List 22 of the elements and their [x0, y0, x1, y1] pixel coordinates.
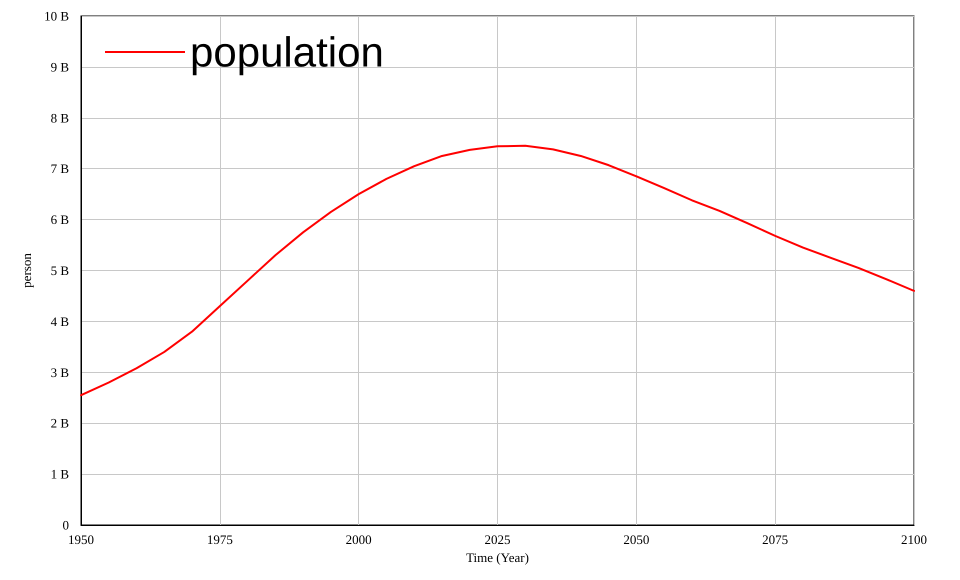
x-tick-label: 1975 — [206, 532, 233, 547]
x-tick-label: 2100 — [901, 532, 927, 547]
y-tick-label: 0 — [62, 518, 69, 532]
legend-label: population — [190, 28, 384, 76]
y-tick-label: 7 B — [50, 161, 70, 176]
x-tick-label: 1950 — [68, 532, 94, 547]
y-tick-label: 1 B — [50, 466, 70, 482]
y-tick-label: 2 B — [50, 416, 70, 431]
x-tick-label: 2000 — [346, 532, 372, 547]
y-tick-label: 8 B — [50, 110, 70, 126]
y-axis-title: person — [19, 252, 34, 288]
x-tick-label: 2050 — [623, 532, 650, 547]
y-tick-label: 9 B — [50, 59, 70, 74]
x-tick-label: 2075 — [762, 532, 788, 547]
x-tick-label: 2025 — [484, 532, 510, 547]
y-tick-label: 4 B — [50, 314, 70, 329]
y-tick-label: 5 B — [50, 263, 70, 278]
y-tick-label: 3 B — [50, 364, 70, 380]
y-tick-label: 6 B — [50, 212, 70, 228]
y-tick-label: 10 B — [44, 8, 70, 24]
line-series — [80, 144, 915, 396]
x-axis-title: Time (Year) — [466, 550, 529, 565]
